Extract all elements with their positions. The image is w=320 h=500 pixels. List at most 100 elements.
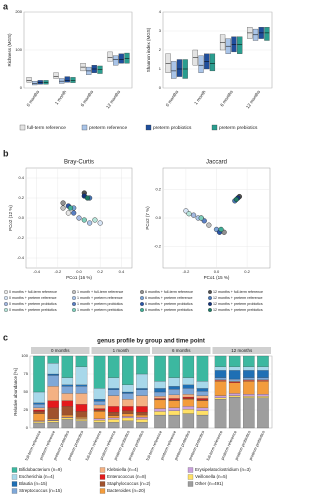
bar-segment bbox=[122, 399, 134, 407]
x-tick-label: 0.0 bbox=[214, 269, 220, 274]
bar-segment bbox=[243, 377, 255, 380]
panel-label: b bbox=[3, 148, 9, 158]
legend-label: Escherichia (n=4) bbox=[19, 474, 55, 479]
centroid bbox=[233, 196, 239, 203]
bar-segment bbox=[93, 401, 106, 406]
legend-swatch bbox=[145, 124, 152, 131]
legend-marker bbox=[208, 302, 212, 306]
bar-segment bbox=[228, 381, 241, 383]
x-tick-label: -0.2 bbox=[182, 269, 190, 274]
legend-label: Other (n=491) bbox=[195, 481, 224, 486]
centroid bbox=[92, 217, 98, 223]
y-tick-label: 0 bbox=[159, 85, 162, 90]
bar-segment bbox=[107, 419, 120, 423]
bar-segment bbox=[214, 397, 227, 400]
bar-segment bbox=[154, 411, 166, 416]
bar-segment bbox=[257, 366, 269, 371]
legend-label: 6 months + preterm prebiotics bbox=[145, 308, 193, 312]
box bbox=[107, 51, 113, 62]
bar-segment bbox=[257, 377, 269, 380]
facet-label: 0 months bbox=[51, 348, 70, 353]
bar-segment bbox=[136, 389, 148, 396]
bar-segment bbox=[196, 391, 209, 396]
bar-segment bbox=[243, 396, 255, 398]
legend-label: Streptococcus (n=15) bbox=[19, 488, 62, 493]
y-tick-label: 0 bbox=[20, 85, 23, 90]
bar-segment bbox=[47, 407, 59, 419]
bar-segment bbox=[182, 384, 195, 389]
legend-label: 1 month + preterm reference bbox=[77, 296, 123, 300]
bar-segment bbox=[93, 409, 106, 412]
bar-segment bbox=[196, 395, 209, 399]
bar-segment bbox=[107, 388, 120, 390]
bar-segment bbox=[182, 396, 195, 399]
bar-segment bbox=[33, 413, 45, 421]
bar-segment bbox=[257, 381, 269, 395]
bar-segment bbox=[214, 399, 227, 429]
bar-segment bbox=[243, 380, 255, 382]
bar-segment bbox=[75, 420, 88, 429]
legend-label: Bacteroides (n=20) bbox=[107, 488, 146, 493]
x-tick-label: 6 months bbox=[80, 89, 95, 108]
legend-label: Enterococcus (n=8) bbox=[107, 474, 147, 479]
bar-segment bbox=[182, 399, 195, 407]
bar-segment bbox=[136, 395, 148, 407]
bar-segment bbox=[168, 377, 180, 387]
bar-segment bbox=[182, 398, 195, 400]
bar-segment bbox=[61, 386, 74, 394]
y-axis-label: PCo2 (7 %) bbox=[145, 206, 150, 230]
legend-label: 12 months + full-term reference bbox=[213, 290, 263, 294]
bar-segment bbox=[154, 398, 166, 400]
centroid bbox=[60, 205, 66, 211]
y-axis-label: Relative abundance [%] bbox=[13, 368, 18, 416]
y-tick-label: 100 bbox=[21, 353, 28, 358]
bar-segment bbox=[47, 355, 59, 364]
bar-segment bbox=[33, 411, 45, 414]
box bbox=[32, 81, 38, 86]
legend-label: 0 months + preterm probiotics bbox=[9, 302, 57, 306]
bar-segment bbox=[93, 399, 106, 402]
bar-segment bbox=[33, 421, 45, 424]
y-tick-label: 0.2 bbox=[155, 186, 161, 191]
bar-segment bbox=[214, 355, 227, 367]
bar-segment bbox=[75, 417, 88, 419]
bar-segment bbox=[75, 419, 88, 421]
centroid bbox=[76, 215, 82, 221]
legend-swatch bbox=[11, 467, 18, 473]
bar-segment bbox=[75, 393, 88, 405]
legend-label: 1 month + preterm probiotics bbox=[77, 302, 123, 306]
y-tick-label: 0.0 bbox=[155, 215, 161, 220]
legend-swatch bbox=[99, 481, 106, 487]
x-tick-label: 1 month bbox=[193, 89, 207, 106]
bar-segment bbox=[47, 375, 59, 387]
bar-segment bbox=[47, 420, 59, 423]
legend-swatch bbox=[99, 467, 106, 473]
bar-segment bbox=[47, 418, 59, 421]
legend-label: 0 months + preterm reference bbox=[9, 296, 56, 300]
bar-segment bbox=[228, 381, 241, 383]
facet-strip bbox=[91, 347, 150, 354]
bar-segment bbox=[257, 396, 269, 398]
y-tick-label: 4 bbox=[159, 9, 162, 14]
bar-segment bbox=[257, 355, 269, 367]
bar-segment bbox=[154, 355, 166, 382]
bar-segment bbox=[93, 388, 106, 400]
panel-label: a bbox=[3, 1, 9, 11]
bar-segment bbox=[93, 419, 106, 423]
legend-swatch bbox=[81, 124, 88, 131]
bar-segment bbox=[168, 389, 180, 395]
bar-segment bbox=[214, 370, 227, 378]
y-axis-label: Richness (MGS) bbox=[7, 33, 12, 67]
bar-segment bbox=[61, 355, 74, 378]
bar-segment bbox=[214, 377, 227, 380]
legend-marker bbox=[72, 302, 76, 306]
y-tick-label: 0.0 bbox=[18, 215, 24, 220]
bar-segment bbox=[168, 399, 180, 401]
bar-segment bbox=[33, 422, 45, 429]
box bbox=[26, 77, 32, 83]
bar-segment bbox=[33, 402, 45, 405]
bar-segment bbox=[122, 406, 134, 411]
bar-segment bbox=[136, 412, 148, 416]
bar-segment bbox=[182, 406, 195, 410]
bar-segment bbox=[154, 391, 166, 397]
